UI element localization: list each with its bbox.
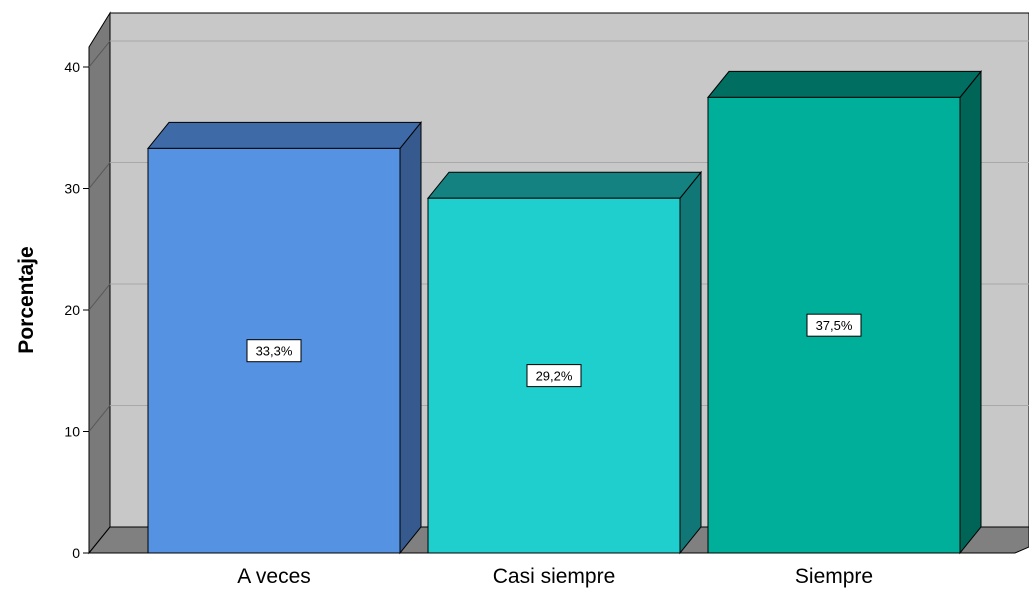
bar-siempre bbox=[706, 69, 983, 555]
bar-casi-siempre bbox=[426, 170, 703, 555]
data-label-text: 29,2% bbox=[536, 369, 573, 384]
y-tick-label: 30 bbox=[64, 181, 80, 197]
x-category-label: A veces bbox=[237, 565, 311, 588]
y-tick-label: 20 bbox=[64, 302, 80, 318]
data-label: 29,2% bbox=[526, 364, 582, 388]
gridline-side bbox=[88, 283, 111, 311]
bar-top-face bbox=[146, 121, 423, 149]
bar-side-face bbox=[959, 69, 982, 555]
data-label-text: 33,3% bbox=[256, 344, 293, 359]
x-axis-categories: A veces Casi siempre Siempre bbox=[237, 565, 873, 588]
bar-a-veces bbox=[146, 120, 423, 555]
bar-side-face bbox=[679, 170, 702, 555]
data-label: 33,3% bbox=[246, 339, 302, 363]
gridline-side bbox=[88, 40, 111, 68]
y-tick-label: 40 bbox=[64, 59, 80, 75]
data-label-box bbox=[526, 364, 582, 388]
data-labels: 33,3% 29,2% 37,5% bbox=[246, 313, 862, 388]
y-axis-ticks: 0 10 20 30 40 bbox=[64, 59, 89, 561]
gridline-side bbox=[88, 162, 111, 189]
x-category-label: Siempre bbox=[795, 565, 873, 588]
data-label-box bbox=[246, 339, 302, 363]
y-tick-label: 10 bbox=[64, 424, 80, 440]
gridline-side bbox=[88, 405, 111, 432]
y-axis-title: Porcentaje bbox=[15, 246, 38, 353]
bar-side-face bbox=[399, 120, 422, 555]
bar-top-face bbox=[426, 171, 703, 199]
data-label-box bbox=[806, 313, 862, 337]
side-wall bbox=[88, 11, 111, 555]
data-label: 37,5% bbox=[806, 313, 862, 337]
data-label-text: 37,5% bbox=[816, 318, 853, 333]
y-tick-label: 0 bbox=[72, 545, 80, 561]
bar-top-face bbox=[706, 70, 983, 98]
x-category-label: Casi siempre bbox=[493, 565, 616, 588]
